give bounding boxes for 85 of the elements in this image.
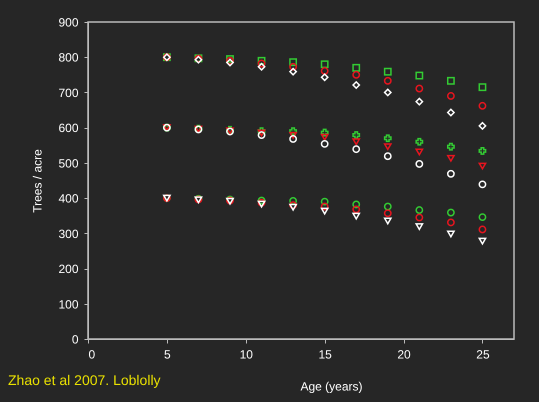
point (320, 73, 329, 82)
point (289, 62, 298, 71)
point (320, 128, 329, 137)
point (384, 76, 392, 85)
point (352, 145, 360, 154)
point (352, 212, 360, 220)
point (415, 84, 424, 92)
y-tick-label: 900 (58, 16, 79, 30)
y-tick-label: 700 (58, 86, 79, 100)
point (384, 68, 392, 76)
x-tick-label: 15 (318, 348, 332, 362)
point (446, 170, 455, 178)
point (384, 134, 392, 142)
point (384, 88, 392, 96)
point (258, 62, 266, 71)
point (415, 223, 424, 230)
point (289, 132, 298, 139)
point (289, 58, 298, 66)
point (446, 230, 455, 238)
point (446, 208, 455, 216)
point (478, 147, 486, 155)
text: Zhao et al 2007. Loblolly (8, 372, 161, 388)
point (415, 206, 424, 214)
point (446, 154, 455, 162)
point (446, 142, 455, 151)
point (478, 238, 486, 245)
point (352, 131, 360, 139)
point (446, 108, 455, 116)
point (415, 138, 424, 146)
x-tick-label: 10 (240, 348, 254, 362)
point (415, 160, 424, 168)
point (446, 92, 455, 100)
point (478, 213, 486, 222)
y-axis-title: Trees / acre (30, 148, 44, 213)
point (320, 67, 329, 75)
point (478, 180, 486, 188)
point (352, 205, 360, 214)
point (352, 81, 360, 89)
point (384, 218, 392, 224)
point (478, 122, 486, 130)
point (352, 64, 360, 72)
point (446, 76, 455, 85)
point (320, 198, 329, 206)
x-tick-label: 5 (164, 348, 172, 362)
point (415, 214, 424, 222)
point (320, 202, 329, 210)
point (446, 218, 455, 226)
point (352, 70, 360, 79)
point (352, 200, 360, 208)
point (415, 148, 424, 156)
point (478, 226, 486, 234)
point (289, 201, 298, 210)
x-axis-title: Age (years) (300, 380, 363, 394)
point (258, 56, 266, 65)
point (289, 68, 298, 76)
point (352, 138, 360, 146)
y-tick-label: 600 (58, 121, 79, 136)
point (289, 197, 298, 205)
point (384, 209, 392, 218)
point (384, 202, 392, 210)
y-tick-label: 0 (72, 332, 79, 346)
point (415, 72, 424, 80)
x-tick-label: 0 (88, 348, 96, 362)
point (478, 83, 486, 92)
point (384, 143, 392, 150)
y-tick-label: 400 (58, 192, 79, 206)
point (258, 60, 266, 68)
y-tick-label: 200 (58, 262, 79, 276)
point (320, 134, 329, 141)
point (415, 98, 424, 106)
x-tick-label: 20 (397, 348, 412, 362)
point (320, 140, 329, 148)
y-tick-label: 500 (58, 156, 79, 170)
y-tick-label: 300 (58, 226, 79, 241)
point (478, 162, 486, 170)
y-tick-label: 800 (58, 50, 79, 65)
point (384, 152, 392, 160)
point (289, 204, 298, 211)
x-tick-label: 25 (476, 348, 490, 362)
point (320, 60, 329, 68)
y-tick-label: 100 (58, 297, 79, 312)
point (289, 135, 298, 143)
point (289, 127, 298, 136)
point (320, 208, 329, 215)
point (478, 102, 486, 110)
